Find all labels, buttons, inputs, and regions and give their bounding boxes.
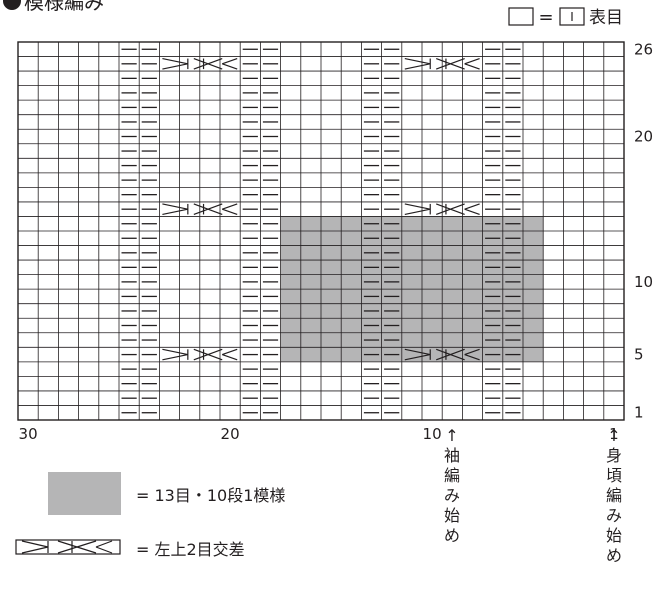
col-label: 1 (609, 425, 619, 443)
col-label: 30 (19, 425, 38, 443)
cross-symbol (404, 57, 480, 70)
body-start-label: ↑ 身頃編み始め (605, 426, 622, 565)
sleeve-start-label: ↑ 袖編み始め (443, 426, 460, 545)
title-bullet (3, 0, 21, 10)
axis-labels: 1 5 10 20 26 30 20 10 1 (19, 40, 654, 443)
row-label: 1 (634, 404, 644, 422)
legend-cross-symbol (15, 539, 121, 555)
legend-knit-label: 表目 (589, 8, 623, 28)
legend-repeat-swatch (48, 472, 121, 515)
grid-lines (17, 41, 625, 421)
stitch-symbols (121, 48, 521, 414)
row-label: 26 (634, 40, 653, 58)
legend-repeat-text: = 13目・10段1模様 (136, 486, 285, 505)
title: 模様編み (24, 0, 104, 14)
cross-symbol (404, 348, 480, 361)
row-label: 20 (634, 128, 653, 146)
row-label: 5 (634, 346, 644, 364)
legend-knit-cell (559, 7, 585, 26)
cross-symbol (162, 57, 238, 70)
cross-symbol (162, 348, 238, 361)
cross-symbol (162, 203, 238, 216)
grid-border (17, 41, 625, 421)
col-label: 20 (221, 425, 240, 443)
row-label: 10 (634, 273, 653, 291)
col-label: 10 (423, 425, 442, 443)
cross-symbol (404, 203, 480, 216)
legend-empty-cell (508, 7, 534, 26)
legend-equals: = (538, 7, 553, 28)
legend-cross-text: = 左上2目交差 (136, 540, 245, 559)
